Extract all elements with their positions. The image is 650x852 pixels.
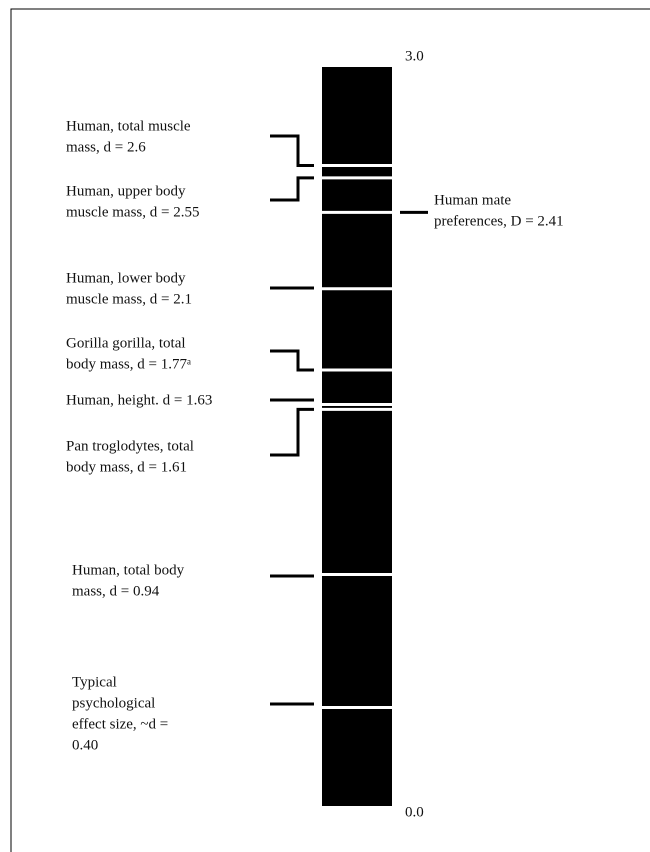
marker-label: Typical [72,674,117,690]
marker-label: mass, d = 2.6 [66,139,146,155]
frame [10,8,650,852]
marker-label: 0.40 [72,737,98,753]
marker-label: Human, height. d = 1.63 [66,392,212,408]
tick-label: 0.0 [405,804,424,820]
marker-label: Pan troglodytes, total [66,438,194,454]
marker-label: Gorilla gorilla, total [66,335,186,351]
marker-label: psychological [72,695,155,711]
connector [270,176,314,202]
tick-label: 3.0 [405,48,424,64]
marker-label: effect size, ~d = [72,716,168,732]
marker-label: preferences, D = 2.41 [434,213,564,229]
marker-label: Human, total muscle [66,118,191,134]
connector [270,407,314,457]
marker-label: Human mate [434,192,511,208]
marker-label: Human, total body [72,562,185,578]
scale-bar [322,67,392,806]
marker-label: muscle mass, d = 2.1 [66,291,192,307]
connector [270,134,314,168]
marker-label: body mass, d = 1.61 [66,459,187,475]
marker-label: body mass, d = 1.77ᵃ [66,356,191,372]
connector [270,349,314,372]
marker-label: Human, upper body [66,183,186,199]
marker-label: mass, d = 0.94 [72,583,160,599]
marker-label: muscle mass, d = 2.55 [66,204,199,220]
marker-label: Human, lower body [66,270,186,286]
